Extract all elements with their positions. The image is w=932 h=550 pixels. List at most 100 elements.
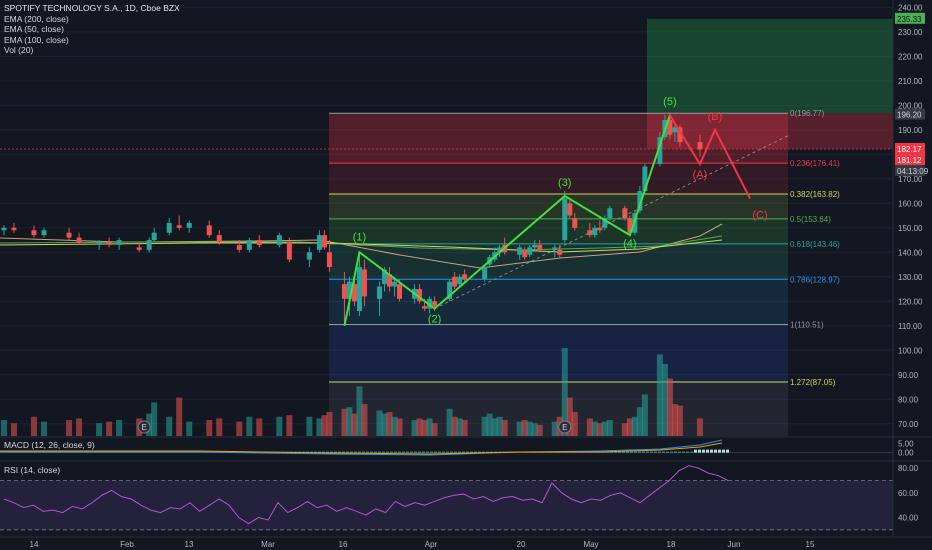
candle-body bbox=[397, 284, 403, 299]
tag-top: 235.33 bbox=[897, 15, 922, 24]
volume-bar bbox=[391, 416, 398, 436]
volume-bar bbox=[326, 412, 333, 436]
candle-body bbox=[562, 198, 568, 241]
earnings-label: E bbox=[562, 423, 567, 432]
wave-label-5: (5) bbox=[663, 96, 676, 108]
candle-body bbox=[387, 274, 393, 287]
candle-body bbox=[286, 242, 292, 260]
tag-timer-bg bbox=[895, 164, 925, 176]
time-tick: Jun bbox=[728, 540, 741, 549]
earnings-marker bbox=[558, 420, 572, 434]
volume-bar bbox=[666, 378, 673, 436]
candle-body bbox=[246, 240, 252, 250]
indicator-ema200[interactable]: EMA (200, close) bbox=[4, 13, 69, 24]
volume-bar bbox=[316, 418, 323, 436]
volume-bar bbox=[426, 418, 433, 436]
macd-pane bbox=[0, 436, 932, 462]
candle-body bbox=[236, 244, 242, 250]
macd-hist-bar bbox=[690, 451, 693, 453]
candle-body bbox=[256, 240, 262, 245]
candle-body bbox=[306, 252, 312, 260]
price-tick: 240.00 bbox=[898, 3, 923, 12]
abc-label-(A): (A) bbox=[693, 169, 708, 181]
macd-hist-bar bbox=[378, 451, 381, 453]
indicator-ema50[interactable]: EMA (50, close) bbox=[4, 24, 64, 34]
macd-hist-bar bbox=[430, 451, 433, 453]
candle-body bbox=[136, 247, 142, 250]
volume-bar bbox=[276, 416, 283, 436]
fib-label-1.272: 1.272(87.05) bbox=[790, 378, 836, 387]
macd-label[interactable]: MACD (12, 26, close, 9) bbox=[4, 440, 95, 450]
wave-label-1: (1) bbox=[353, 231, 366, 243]
volume-bar bbox=[10, 423, 17, 436]
candle-body bbox=[151, 232, 157, 241]
candle-body bbox=[602, 218, 608, 228]
macd-hist-bar bbox=[614, 451, 617, 453]
time-tick: Apr bbox=[425, 540, 438, 549]
abc-label-(C): (C) bbox=[752, 209, 767, 221]
macd-hist-bar bbox=[422, 451, 425, 453]
volume-bar bbox=[411, 420, 418, 436]
rsi-pane: 80.00 60.00 40.00 bbox=[0, 464, 919, 531]
candle-body bbox=[166, 222, 172, 233]
volume-bar bbox=[446, 408, 453, 436]
candle-body bbox=[462, 274, 468, 280]
tag-fib0: 196.20 bbox=[897, 111, 922, 120]
price-tick: 230.00 bbox=[898, 28, 923, 37]
macd-hist-bar bbox=[390, 451, 393, 453]
candle-body bbox=[597, 227, 603, 231]
candle-body bbox=[587, 230, 593, 236]
volume-bar bbox=[216, 418, 223, 436]
volume-bar bbox=[361, 404, 368, 436]
volume-bar bbox=[601, 421, 608, 436]
candle-body bbox=[106, 242, 112, 245]
macd-hist-bar bbox=[646, 451, 649, 453]
price-tick: 190.00 bbox=[898, 126, 923, 135]
tag-top-bg bbox=[895, 12, 925, 24]
symbol-title[interactable]: SPOTIFY TECHNOLOGY S.A., 1D, Cboe BZX bbox=[4, 3, 180, 13]
macd-hist-bar bbox=[650, 451, 653, 453]
volume-bar bbox=[66, 420, 73, 436]
macd-hist-bar bbox=[630, 451, 633, 453]
indicator-ema100[interactable]: EMA (100, close) bbox=[4, 34, 69, 45]
macd-hist-bar bbox=[682, 451, 685, 453]
rsi-band bbox=[0, 480, 893, 530]
price-tick: 120.00 bbox=[898, 297, 923, 306]
abc-label-(B): (B) bbox=[708, 111, 723, 123]
macd-hist-bar bbox=[334, 451, 337, 453]
macd-hist-bar bbox=[362, 451, 365, 453]
volume-bar bbox=[376, 410, 383, 436]
volume-bar bbox=[186, 421, 193, 436]
fib-label-0.382: 0.382(163.82) bbox=[790, 190, 840, 199]
volume-bar bbox=[456, 418, 463, 436]
candle-body bbox=[176, 225, 182, 228]
volume-bar bbox=[491, 418, 498, 436]
volume-bar bbox=[96, 423, 103, 436]
candle-body bbox=[522, 249, 528, 258]
volume-bar bbox=[381, 413, 388, 436]
price-tick: 130.00 bbox=[898, 273, 923, 282]
macd-hist-bar bbox=[706, 449, 709, 453]
candle-body bbox=[356, 266, 362, 312]
volume-bar bbox=[676, 405, 683, 436]
candle-body bbox=[146, 240, 152, 250]
price-tick: 210.00 bbox=[898, 77, 923, 86]
macd-hist-bar bbox=[666, 451, 669, 453]
candle-body bbox=[592, 227, 598, 236]
macd-hist-bar bbox=[694, 449, 697, 453]
macd-hist-bar bbox=[330, 451, 333, 453]
fib-label-1: 1(110.51) bbox=[790, 321, 824, 330]
time-tick: 16 bbox=[339, 540, 348, 549]
price-tick: 70.00 bbox=[898, 420, 919, 429]
rsi-label[interactable]: RSI (14, close) bbox=[4, 465, 61, 475]
volume-bar bbox=[0, 420, 7, 436]
signal-line bbox=[0, 442, 723, 455]
earnings-label: E bbox=[141, 423, 146, 432]
price-tick: 220.00 bbox=[898, 52, 923, 61]
indicator-vol[interactable]: Vol (20) bbox=[4, 45, 34, 55]
candle-body bbox=[567, 203, 573, 216]
macd-hist-bar bbox=[662, 451, 665, 453]
macd-hist-bar bbox=[374, 451, 377, 453]
macd-hist-bar bbox=[610, 451, 613, 453]
